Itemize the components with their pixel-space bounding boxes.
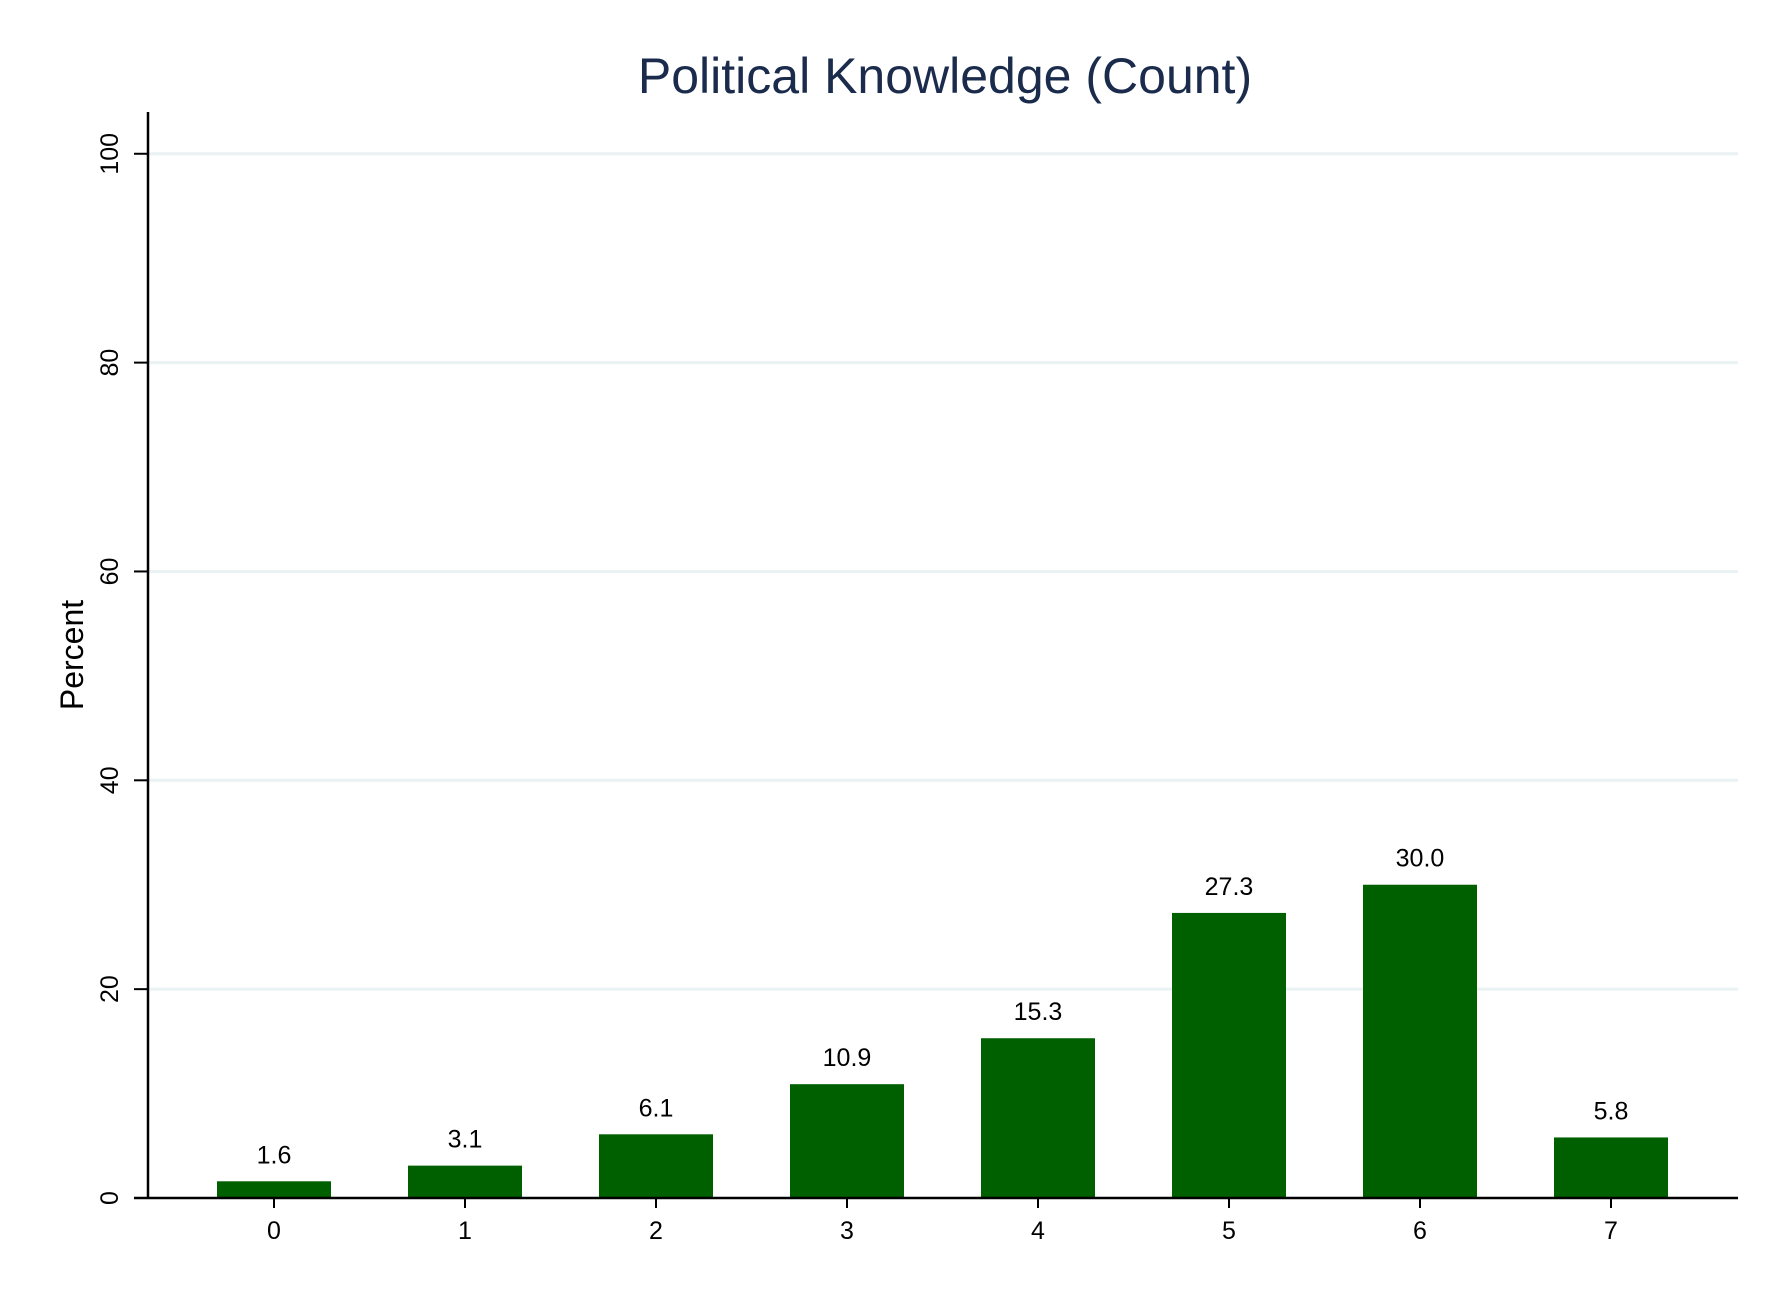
bar-7: [1554, 1137, 1668, 1198]
data-label-0: 1.6: [257, 1141, 292, 1169]
y-axis-title: Percent: [54, 600, 90, 710]
x-tick-label-1: 1: [458, 1217, 472, 1245]
y-tick-label-0: 0: [96, 1191, 124, 1205]
bar-0: [217, 1181, 331, 1198]
x-tick-label-6: 6: [1413, 1217, 1427, 1245]
y-tick-label-100: 100: [96, 133, 124, 175]
axes: [134, 112, 1738, 1200]
bar-3: [790, 1084, 904, 1198]
x-tick-label-2: 2: [649, 1217, 663, 1245]
x-tick-label-5: 5: [1222, 1217, 1236, 1245]
x-tick-label-4: 4: [1031, 1217, 1045, 1245]
x-tick-label-0: 0: [267, 1217, 281, 1245]
x-tick-label-7: 7: [1604, 1217, 1618, 1245]
data-label-4: 15.3: [1014, 998, 1063, 1026]
chart-title: Political Knowledge (Count): [638, 48, 1252, 104]
y-tick-label-60: 60: [96, 558, 124, 586]
bar-4: [981, 1038, 1095, 1198]
y-tick-label-20: 20: [96, 975, 124, 1003]
data-label-7: 5.8: [1594, 1097, 1629, 1125]
data-label-6: 30.0: [1396, 845, 1445, 873]
data-label-2: 6.1: [639, 1094, 674, 1122]
bar-2: [599, 1134, 713, 1198]
data-label-5: 27.3: [1205, 873, 1254, 901]
bar-1: [408, 1165, 522, 1198]
bars: [217, 884, 1668, 1198]
y-tick-label-40: 40: [96, 766, 124, 794]
bar-6: [1363, 884, 1477, 1198]
x-tick-label-3: 3: [840, 1217, 854, 1245]
x-axis-ticks: 0 1 2 3 4 5 6 7: [267, 1198, 1618, 1245]
data-label-3: 10.9: [823, 1044, 872, 1072]
data-labels: 1.6 3.1 6.1 10.9 15.3 27.3 30.0 5.8: [257, 845, 1629, 1170]
bar-5: [1172, 912, 1286, 1198]
data-label-1: 3.1: [448, 1126, 483, 1154]
y-axis-ticks: 0 20 40 60 80 100: [96, 133, 148, 1205]
y-tick-label-80: 80: [96, 349, 124, 377]
